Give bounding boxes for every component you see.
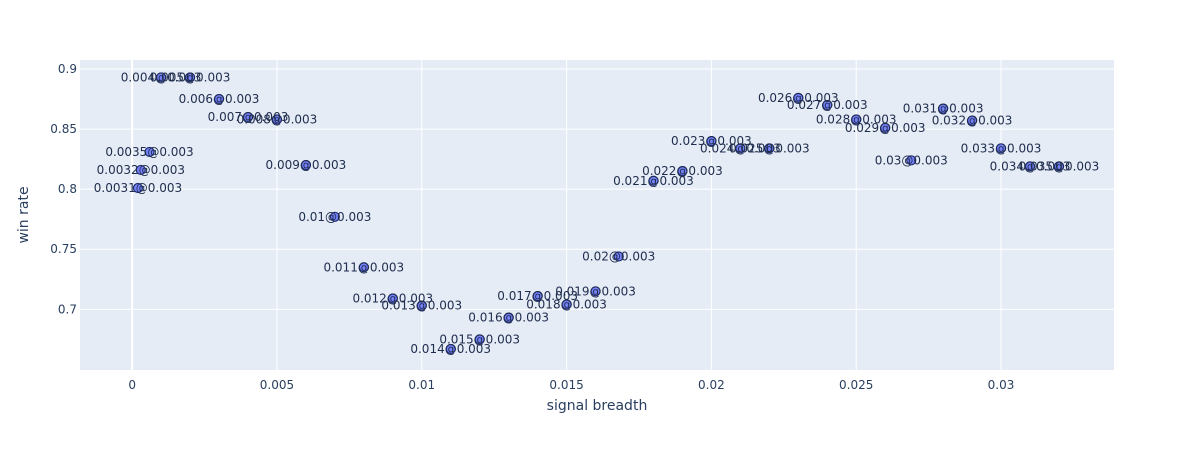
data-label: 0.007@0.003: [208, 110, 289, 124]
data-label: 0.032@0.003: [932, 114, 1013, 128]
data-point: [793, 92, 804, 103]
data-label: 0.034@0.003: [990, 159, 1071, 173]
data-point: [1053, 161, 1065, 172]
data-point: [358, 262, 369, 273]
x-tick-label: 0.015: [549, 378, 583, 392]
data-point: [851, 114, 862, 125]
data-label: 0.015@0.003: [439, 332, 520, 346]
data-label: 0.025@0.003: [729, 141, 810, 155]
data-label: 0.01@0.003: [298, 210, 371, 224]
data-point: [735, 143, 746, 154]
data-label: 0.027@0.003: [787, 98, 868, 112]
y-tick-label: 0.7: [58, 302, 77, 316]
data-label: 0.014@0.003: [410, 342, 491, 356]
data-label: 0.031@0.003: [903, 102, 984, 116]
data-label: 0.0035@0.003: [105, 145, 193, 159]
data-point: [1024, 161, 1036, 172]
data-point: [764, 143, 775, 154]
y-tick-label: 0.75: [50, 242, 77, 256]
data-points: [132, 72, 1065, 355]
data-point: [822, 99, 833, 111]
data-label: 0.018@0.003: [526, 298, 607, 312]
data-point: [880, 122, 891, 133]
x-tick-label: 0.025: [839, 378, 873, 392]
x-tick-labels: 0 0.005 0.01 0.015 0.02 0.025 0.03: [128, 378, 1014, 392]
data-point: [416, 300, 427, 311]
data-label: 0.016@0.003: [468, 311, 549, 325]
data-label: 0.012@0.003: [352, 292, 433, 306]
y-tick-labels: 0.7 0.75 0.8 0.85 0.9: [50, 62, 77, 316]
data-point: [155, 72, 167, 83]
data-label: 0.019@0.003: [555, 284, 636, 298]
data-point: [300, 160, 312, 171]
data-point: [132, 182, 144, 194]
y-tick-label: 0.8: [58, 182, 77, 196]
x-gridlines: [131, 60, 1002, 370]
data-label: 0.0032@0.003: [97, 163, 185, 177]
data-point: [503, 312, 514, 323]
data-label: 0.033@0.003: [961, 141, 1042, 155]
data-label: 0.013@0.003: [381, 299, 462, 313]
data-label: 0.017@0.003: [497, 289, 578, 303]
x-tick-label: 0: [128, 378, 136, 392]
x-tick-label: 0.03: [988, 378, 1015, 392]
data-point: [561, 299, 572, 310]
data-label: 0.028@0.003: [816, 112, 897, 126]
y-axis-title: win rate: [16, 186, 32, 243]
data-label: 0.005@0.003: [150, 70, 231, 84]
data-point: [613, 251, 624, 262]
data-point: [677, 166, 688, 177]
x-tick-label: 0.005: [260, 378, 294, 392]
data-point: [271, 114, 283, 125]
data-label: 0.035@0.003: [1019, 159, 1100, 173]
data-label: 0.004@0.003: [121, 70, 202, 84]
data-label: 0.022@0.003: [642, 164, 723, 178]
data-point: [135, 164, 146, 176]
data-point: [532, 291, 543, 302]
point-labels: 0.0031@0.003 0.0032@0.003 0.0035@0.003 0.00…: [94, 70, 1100, 356]
x-tick-label: 0.01: [408, 378, 435, 392]
data-point: [938, 103, 949, 114]
data-point: [445, 343, 456, 355]
data-point: [995, 143, 1007, 154]
data-point: [242, 111, 254, 123]
y-tick-label: 0.9: [58, 62, 77, 76]
data-point: [474, 334, 485, 345]
data-label: 0.006@0.003: [179, 92, 260, 106]
data-point: [387, 293, 398, 304]
data-label: 0.008@0.003: [237, 112, 318, 126]
x-tick-label: 0.02: [698, 378, 725, 392]
data-point: [213, 93, 225, 105]
data-point: [184, 72, 196, 83]
data-point: [648, 175, 659, 186]
data-point: [966, 115, 978, 126]
data-point: [590, 286, 601, 297]
data-point: [144, 146, 155, 158]
data-point: [906, 155, 917, 166]
data-label: 0.026@0.003: [758, 91, 839, 105]
data-label: 0.03@0.003: [875, 153, 948, 167]
data-label: 0.02@0.003: [582, 249, 655, 263]
data-label: 0.029@0.003: [845, 121, 926, 135]
data-label: 0.011@0.003: [323, 260, 404, 274]
data-point: [329, 211, 340, 222]
data-label: 0.021@0.003: [613, 174, 694, 188]
data-label: 0.023@0.003: [671, 134, 752, 148]
data-label: 0.024@0.003: [700, 141, 781, 155]
data-label: 0.0031@0.003: [94, 181, 182, 195]
data-point: [706, 136, 717, 147]
x-axis-title: signal breadth: [547, 398, 648, 414]
y-gridlines: [80, 68, 1114, 310]
y-tick-label: 0.85: [50, 122, 77, 136]
data-label: 0.009@0.003: [266, 158, 347, 172]
